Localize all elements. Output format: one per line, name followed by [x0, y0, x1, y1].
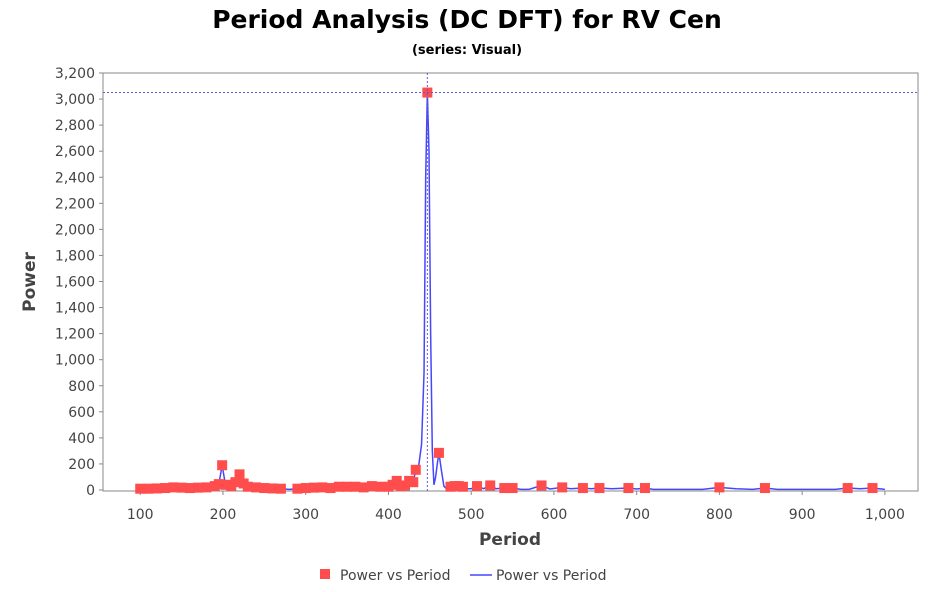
x-tick-label: 800 — [706, 507, 733, 523]
plot-area — [102, 72, 919, 492]
power-marker[interactable] — [325, 483, 336, 494]
power-marker[interactable] — [457, 481, 468, 492]
power-marker[interactable] — [342, 481, 353, 492]
power-marker[interactable] — [391, 475, 402, 486]
x-tick-label: 900 — [789, 507, 816, 523]
x-tick-label: 300 — [292, 507, 319, 523]
power-marker[interactable] — [557, 482, 568, 493]
power-marker[interactable] — [230, 477, 241, 488]
power-marker[interactable] — [160, 483, 171, 494]
power-marker[interactable] — [275, 483, 286, 494]
y-tick-label: 3,000 — [55, 92, 95, 108]
y-axis-label: Power — [20, 252, 40, 312]
power-marker[interactable] — [842, 483, 853, 494]
power-marker[interactable] — [176, 482, 187, 493]
power-marker[interactable] — [485, 480, 496, 491]
power-marker[interactable] — [292, 483, 303, 494]
y-tick-label: 3,200 — [55, 66, 95, 82]
power-marker[interactable] — [242, 481, 253, 492]
y-tick-label: 1,400 — [55, 301, 95, 317]
power-marker[interactable] — [358, 482, 369, 493]
power-marker[interactable] — [168, 482, 179, 493]
x-tick-label: 400 — [375, 507, 402, 523]
power-marker[interactable] — [220, 479, 231, 490]
y-tick-label: 1,200 — [55, 327, 95, 343]
y-tick-label: 1,800 — [55, 248, 95, 264]
y-tick-label: 0 — [86, 483, 95, 499]
y-tick-label: 800 — [68, 379, 95, 395]
power-marker[interactable] — [267, 483, 278, 494]
legend-label-line: Power vs Period — [496, 568, 606, 584]
power-marker[interactable] — [366, 481, 377, 492]
chart-subtitle: (series: Visual) — [412, 43, 522, 58]
legend: Power vs Period Power vs Period — [320, 568, 606, 584]
y-tick-label: 600 — [68, 405, 95, 421]
x-tick-label: 1,000 — [865, 507, 905, 523]
y-tick-label: 2,200 — [55, 196, 95, 212]
legend-marker-swatch — [320, 569, 330, 579]
y-tick-label: 1,600 — [55, 275, 95, 291]
power-marker[interactable] — [317, 482, 328, 493]
power-marker[interactable] — [594, 483, 605, 494]
power-marker[interactable] — [143, 483, 154, 494]
legend-label-markers: Power vs Period — [340, 568, 450, 584]
x-tick-label: 100 — [127, 507, 154, 523]
power-marker[interactable] — [234, 469, 245, 480]
y-tick-label: 2,400 — [55, 170, 95, 186]
x-tick-label: 600 — [541, 507, 568, 523]
y-tick-label: 2,800 — [55, 118, 95, 134]
y-tick-label: 2,600 — [55, 144, 95, 160]
power-marker[interactable] — [375, 481, 386, 492]
power-marker[interactable] — [433, 447, 444, 458]
power-marker[interactable] — [201, 482, 212, 493]
chart-title: Period Analysis (DC DFT) for RV Cen — [212, 5, 722, 34]
y-tick-label: 200 — [68, 457, 95, 473]
power-marker[interactable] — [333, 481, 344, 492]
power-marker[interactable] — [408, 477, 419, 488]
power-marker[interactable] — [135, 483, 146, 494]
y-tick-label: 1,000 — [55, 353, 95, 369]
power-marker[interactable] — [410, 464, 421, 475]
power-marker[interactable] — [471, 481, 482, 492]
power-marker[interactable] — [867, 483, 878, 494]
x-tick-label: 700 — [623, 507, 650, 523]
power-marker[interactable] — [259, 483, 270, 494]
y-tick-label: 2,000 — [55, 222, 95, 238]
x-axis-label: Period — [479, 530, 541, 550]
power-marker[interactable] — [193, 482, 204, 493]
power-marker[interactable] — [759, 483, 770, 494]
power-marker[interactable] — [217, 460, 228, 471]
power-marker[interactable] — [151, 483, 162, 494]
x-tick-label: 200 — [210, 507, 237, 523]
power-marker[interactable] — [623, 483, 634, 494]
y-tick-label: 400 — [68, 431, 95, 447]
power-marker[interactable] — [639, 483, 650, 494]
power-marker[interactable] — [350, 481, 361, 492]
power-marker[interactable] — [308, 482, 319, 493]
power-marker[interactable] — [714, 482, 725, 493]
power-marker[interactable] — [536, 480, 547, 491]
power-marker[interactable] — [251, 482, 262, 493]
power-marker[interactable] — [184, 483, 195, 494]
power-marker[interactable] — [507, 483, 518, 494]
power-marker[interactable] — [499, 483, 510, 494]
x-tick-label: 500 — [458, 507, 485, 523]
power-marker[interactable] — [213, 479, 224, 490]
power-marker[interactable] — [577, 483, 588, 494]
power-marker[interactable] — [300, 483, 311, 494]
